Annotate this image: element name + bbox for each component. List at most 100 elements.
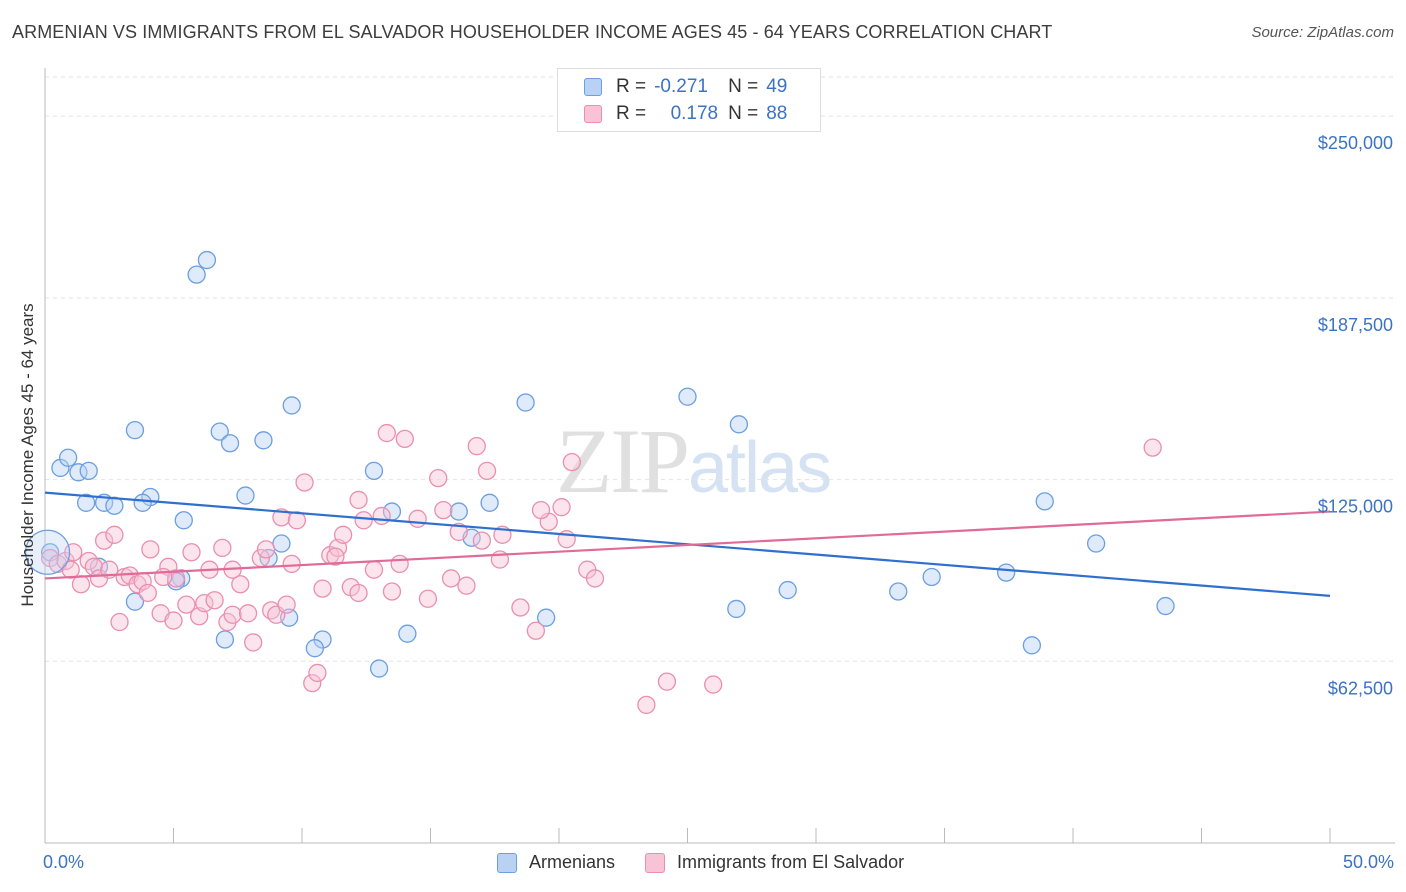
y-tick-labels: $62,500 $125,000 $187,500 $250,000 [1318, 133, 1393, 698]
grid-lines [45, 76, 1395, 662]
el-salvador-point [272, 508, 291, 527]
legend-r-label: R = [616, 76, 647, 97]
legend-n-value: 49 [766, 76, 788, 97]
armenian-point [480, 493, 499, 512]
el-salvador-point [472, 531, 492, 550]
legend-r-label: R = [616, 103, 647, 124]
el-salvador-point [449, 522, 468, 542]
armenian-point [1022, 636, 1042, 655]
el-salvador-point [326, 547, 345, 566]
el-salvador-point [223, 605, 242, 624]
armenian-point [537, 608, 556, 627]
el-salvador-point [277, 595, 296, 614]
armenian-point [997, 563, 1016, 582]
trend-lines [44, 491, 1331, 597]
el-salvador-point [467, 436, 486, 456]
el-salvador-point [282, 554, 301, 574]
armenian-point [172, 569, 191, 588]
el-salvador-point [562, 452, 581, 472]
armenian-point [727, 599, 746, 619]
el-salvador-point [395, 429, 414, 449]
armenian-point [220, 434, 240, 453]
correlation-legend: R = -0.271 N = 49 R = 0.178 N = 88 [557, 68, 821, 132]
el-salvador-point [231, 575, 250, 594]
el-salvador-point [408, 509, 427, 528]
armenian-point [369, 659, 389, 678]
y-tick-label: $125,000 [1318, 497, 1393, 517]
armenian-point [364, 461, 384, 481]
armenian-point [1035, 492, 1054, 511]
chart-title: ARMENIAN VS IMMIGRANTS FROM EL SALVADOR … [12, 22, 1053, 42]
armenian-point [516, 393, 535, 412]
legend-n-label: N = [728, 76, 759, 97]
legend-item-el-salvador[interactable]: Immigrants from El Salvador [645, 852, 904, 873]
el-salvador-point [429, 468, 448, 488]
el-salvador-point [637, 695, 656, 715]
legend-r-value: 0.178 [670, 103, 719, 124]
armenian-point [305, 639, 325, 658]
armenian-point [174, 511, 193, 530]
armenian-point [125, 592, 145, 611]
el-salvador-point [308, 663, 327, 683]
el-salvador-point [364, 560, 384, 579]
el-salvador-point [457, 576, 476, 595]
el-salvador-point [238, 604, 258, 623]
el-salvador-point [295, 473, 314, 492]
armenian-point [125, 420, 145, 440]
el-salvador-point [164, 611, 183, 630]
el-salvador-point [313, 579, 332, 598]
legend-swatch-el-salvador [645, 852, 666, 873]
el-salvador-point [657, 672, 677, 691]
armenian-point [922, 567, 941, 587]
armenian-point [778, 580, 797, 600]
legend-label-armenians: Armenians [529, 852, 616, 872]
legend-item-armenians[interactable]: Armenians [497, 852, 615, 873]
armenian-point [197, 250, 217, 270]
armenian-point [236, 486, 255, 505]
legend-row-el-salvador: R = 0.178 N = 88 [584, 102, 787, 126]
el-salvador-point [511, 598, 530, 617]
el-salvador-point [244, 633, 263, 652]
armenian-point [272, 534, 291, 553]
y-tick-label: $187,500 [1318, 315, 1393, 335]
armenian-point [678, 387, 697, 406]
y-tick-label: $62,500 [1328, 678, 1393, 698]
el-salvador-point [477, 461, 497, 481]
armenian-point [1086, 534, 1106, 553]
legend-r-value: -0.271 [654, 76, 708, 97]
el-salvador-point [704, 675, 723, 694]
el-salvador-point [138, 583, 157, 603]
el-salvador-trend-line [44, 510, 1331, 580]
armenian-point [210, 422, 229, 441]
el-salvador-point [213, 538, 232, 558]
el-salvador-point [531, 500, 551, 520]
armenian-point-large [24, 529, 71, 575]
el-salvador-point [441, 569, 461, 588]
el-salvador-point [256, 540, 276, 559]
legend-swatch-blue [584, 78, 602, 96]
el-salvador-point [141, 540, 160, 559]
el-salvador-point [349, 490, 368, 510]
el-salvador-point [105, 525, 124, 544]
el-salvador-point [349, 583, 368, 603]
el-salvador-point [434, 500, 453, 520]
legend-swatch-pink [584, 105, 602, 123]
el-salvador-point [382, 582, 402, 601]
el-salvador-point [390, 554, 409, 574]
x-tick-label-max: 50.0% [1342, 852, 1394, 872]
armenian-point [254, 431, 273, 450]
el-salvador-point [61, 560, 80, 579]
el-salvador-point [418, 589, 438, 608]
watermark-atlas: atlas [688, 428, 832, 508]
el-salvador-point [552, 498, 571, 517]
armenian-point [58, 448, 78, 467]
el-salvador-point [377, 423, 396, 443]
el-salvador-point [287, 511, 307, 530]
legend-n-label: N = [728, 103, 759, 124]
el-salvador-point [1143, 438, 1162, 457]
watermark-zip: ZIP [556, 410, 690, 512]
x-tick-label-min: 0.0% [43, 852, 85, 872]
armenian-point [187, 265, 206, 284]
el-salvador-point [110, 612, 129, 632]
